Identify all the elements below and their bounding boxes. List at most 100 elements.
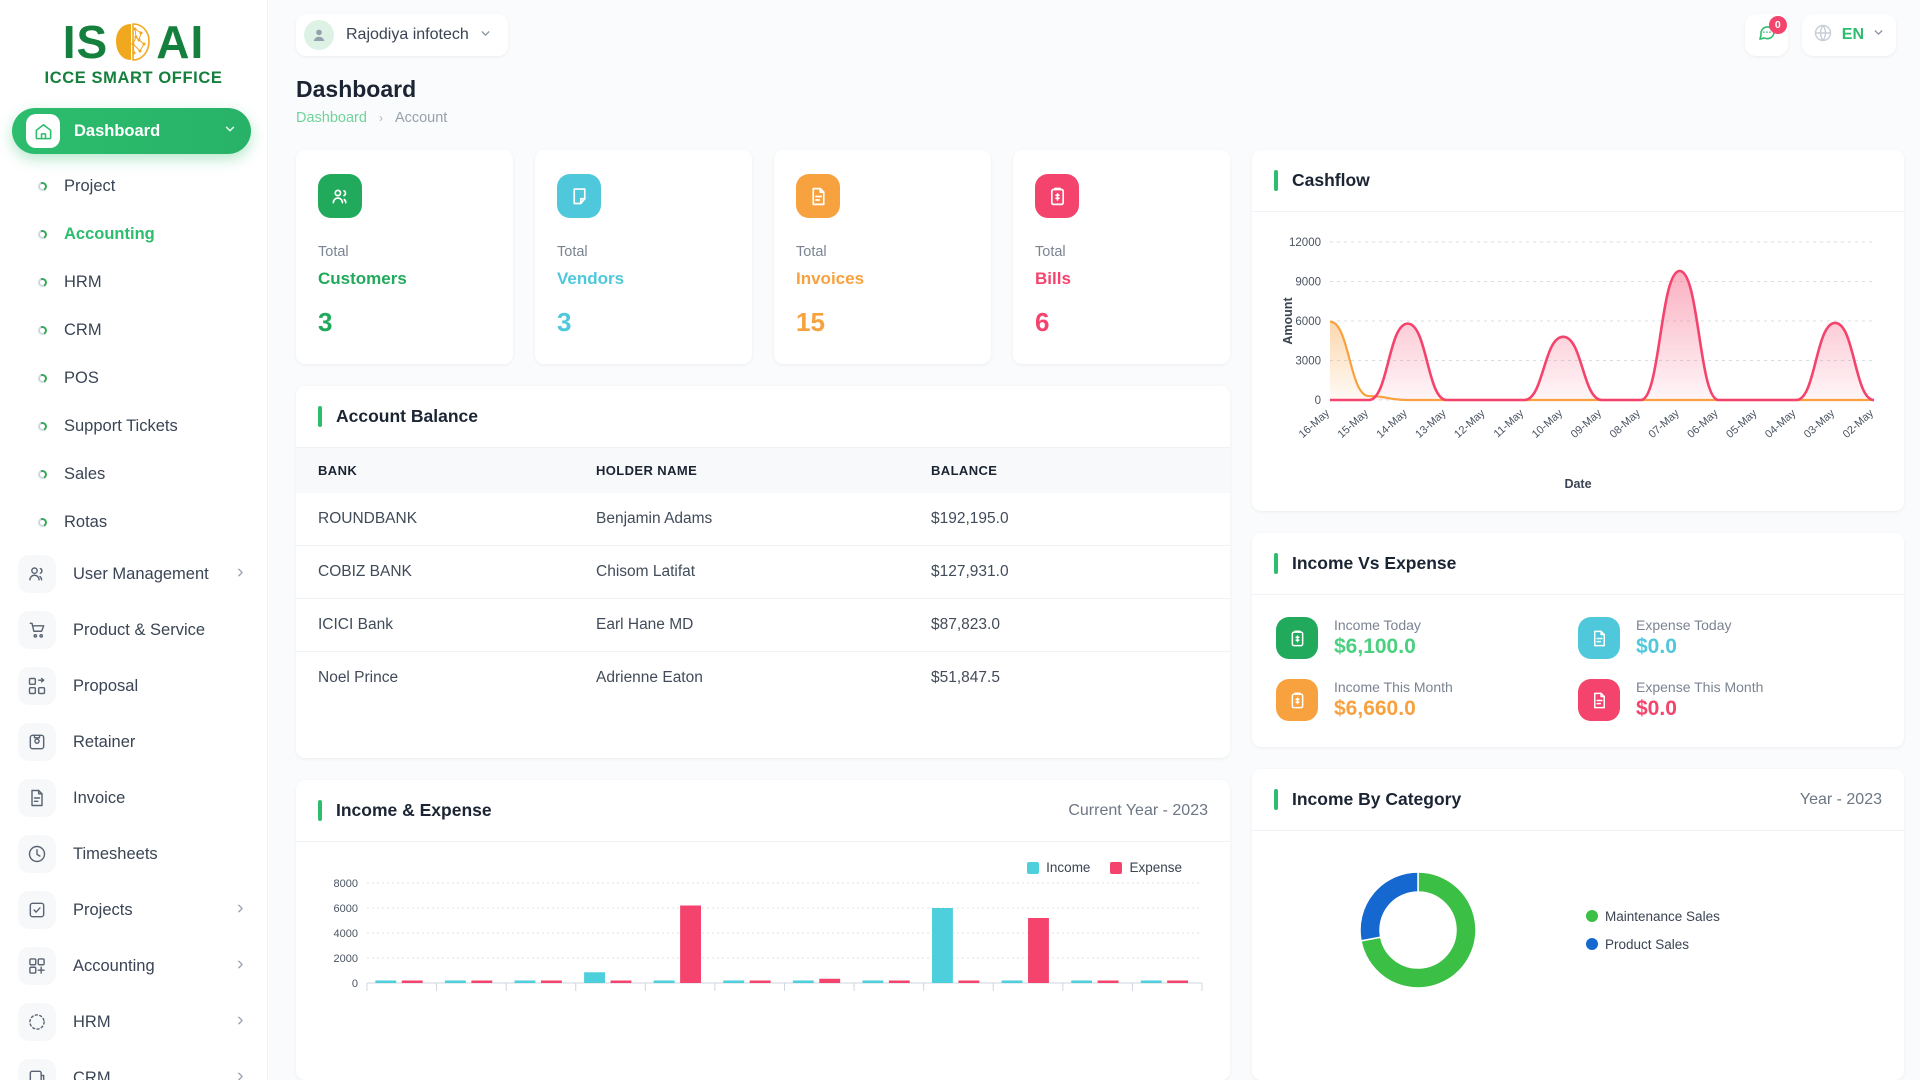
main-content: Rajodiya infotech 0 bbox=[268, 0, 1920, 1080]
metric-expense-today[interactable]: Expense Today $0.0 bbox=[1578, 617, 1880, 659]
sidebar-item-crm-label: CRM bbox=[73, 1068, 111, 1080]
stat-card-customers[interactable]: Total Customers 3 bbox=[296, 150, 513, 364]
chevron-right-icon[interactable] bbox=[234, 902, 247, 918]
svg-text:2000: 2000 bbox=[334, 953, 358, 965]
stat-value: 3 bbox=[318, 307, 333, 337]
sidebar-item-retainer[interactable]: Retainer bbox=[0, 714, 267, 770]
sidebar-item-accounting[interactable]: Accounting bbox=[0, 938, 267, 994]
sidebar-item-support-tickets[interactable]: Support Tickets bbox=[0, 402, 267, 450]
sidebar-item-accounting-sub[interactable]: Accounting bbox=[0, 210, 267, 258]
sidebar-item-hrm[interactable]: HRM bbox=[0, 994, 267, 1050]
sidebar-item-projects[interactable]: Projects bbox=[0, 882, 267, 938]
metric-text: Income This Month $6,660.0 bbox=[1334, 679, 1453, 721]
sidebar-item-rotas[interactable]: Rotas bbox=[0, 498, 267, 546]
svg-text:10-May: 10-May bbox=[1530, 407, 1566, 441]
cell-holder: Benjamin Adams bbox=[596, 493, 931, 546]
svg-text:05-May: 05-May bbox=[1724, 407, 1760, 441]
metric-value: $0.0 bbox=[1636, 635, 1677, 658]
chevron-right-icon[interactable] bbox=[234, 566, 247, 582]
sidebar-item-project[interactable]: Project bbox=[0, 162, 267, 210]
account-balance-table: BANK HOLDER NAME BALANCE ROUNDBANK Benja… bbox=[296, 448, 1230, 704]
income-expense-plot: 0 2000 4000 6000 8000 bbox=[334, 878, 1203, 991]
sidebar-item-product-service[interactable]: Product & Service bbox=[0, 602, 267, 658]
column-bank: BANK bbox=[296, 448, 596, 493]
language-selector[interactable]: EN bbox=[1801, 14, 1896, 56]
sidebar-item-retainer-label: Retainer bbox=[73, 732, 136, 751]
sidebar-item-pos[interactable]: POS bbox=[0, 354, 267, 402]
income-expense-chart: Income Expense 0 2000 4000 6000 8000 bbox=[296, 842, 1230, 1014]
sidebar-item-crm-sub-label: CRM bbox=[64, 320, 102, 339]
chevron-right-icon[interactable] bbox=[234, 1014, 247, 1030]
income-by-category-card: Income By Category Year - 2023 Maintenan… bbox=[1252, 769, 1904, 1080]
sidebar-item-invoice[interactable]: Invoice bbox=[0, 770, 267, 826]
sidebar-item-user-management[interactable]: User Management bbox=[0, 546, 267, 602]
column-balance: BALANCE bbox=[931, 448, 1230, 493]
legend-item-expense[interactable]: Expense bbox=[1110, 860, 1182, 875]
donut-plot bbox=[1359, 871, 1477, 989]
sidebar-item-dashboard[interactable]: Dashboard bbox=[12, 108, 251, 154]
svg-text:4000: 4000 bbox=[334, 928, 358, 940]
chevron-down-icon[interactable] bbox=[223, 122, 237, 141]
sidebar-main-list: User Management Product & Service bbox=[0, 546, 267, 1080]
table-row[interactable]: Noel Prince Adrienne Eaton $51,847.5 bbox=[296, 652, 1230, 705]
right-column: Cashflow 0 3000 6000 9000 12000 16-May 15-May 1… bbox=[1252, 150, 1904, 1080]
sidebar-item-accounting-sub-label: Accounting bbox=[64, 224, 155, 243]
sidebar-item-product-service-label: Product & Service bbox=[73, 620, 206, 639]
brand-logo[interactable]: IS bbox=[0, 0, 267, 98]
topbar-actions: 0 EN bbox=[1744, 14, 1896, 56]
metric-income-today[interactable]: Income Today $6,100.0 bbox=[1276, 617, 1578, 659]
metric-income-this-month[interactable]: Income This Month $6,660.0 bbox=[1276, 679, 1578, 721]
sidebar-item-sales[interactable]: Sales bbox=[0, 450, 267, 498]
table-row[interactable]: ICICI Bank Earl Hane MD $87,823.0 bbox=[296, 598, 1230, 652]
chevron-down-icon[interactable] bbox=[1872, 26, 1885, 44]
table-row[interactable]: COBIZ BANK Chisom Latifat $127,931.0 bbox=[296, 545, 1230, 599]
stat-value: 15 bbox=[796, 307, 825, 337]
chat-button[interactable]: 0 bbox=[1744, 14, 1788, 56]
sidebar-item-pos-label: POS bbox=[64, 368, 99, 387]
svg-text:6000: 6000 bbox=[334, 903, 358, 915]
note-icon bbox=[557, 174, 601, 218]
sidebar-item-projects-label: Projects bbox=[73, 900, 133, 919]
svg-text:3000: 3000 bbox=[1295, 356, 1321, 368]
stat-card-vendors[interactable]: Total Vendors 3 bbox=[535, 150, 752, 364]
stat-name: Invoices bbox=[796, 269, 865, 288]
income-expense-header: Income & Expense Current Year - 2023 bbox=[296, 780, 1230, 842]
table-row[interactable]: ROUNDBANK Benjamin Adams $192,195.0 bbox=[296, 493, 1230, 546]
breadcrumb: Dashboard › Account bbox=[296, 110, 1892, 126]
sidebar-item-proposal[interactable]: Proposal bbox=[0, 658, 267, 714]
chevron-right-icon[interactable] bbox=[234, 958, 247, 974]
svg-text:12-May: 12-May bbox=[1452, 407, 1488, 441]
table-footer-space bbox=[296, 704, 1230, 758]
legend-label: Expense bbox=[1129, 860, 1182, 875]
legend-item-income[interactable]: Income bbox=[1027, 860, 1090, 875]
stat-card-invoices[interactable]: Total Invoices 15 bbox=[774, 150, 991, 364]
stat-label: Total bbox=[318, 244, 349, 260]
bullet-icon bbox=[36, 516, 49, 528]
grid-plus-icon bbox=[18, 947, 56, 985]
account-balance-header: Account Balance bbox=[296, 386, 1230, 448]
svg-text:13-May: 13-May bbox=[1413, 407, 1449, 441]
chevron-down-icon[interactable] bbox=[479, 27, 492, 43]
sidebar-item-timesheets[interactable]: Timesheets bbox=[0, 826, 267, 882]
sidebar-item-crm[interactable]: CRM bbox=[0, 1050, 267, 1080]
stat-card-bills[interactable]: Total Bills 6 bbox=[1013, 150, 1230, 364]
legend-item-product-sales[interactable]: Product Sales bbox=[1586, 937, 1720, 952]
legend-item-maintenance-sales[interactable]: Maintenance Sales bbox=[1586, 909, 1720, 924]
legend-swatch bbox=[1027, 861, 1040, 874]
logo-row: IS bbox=[63, 18, 204, 66]
sidebar-item-hrm-sub[interactable]: HRM bbox=[0, 258, 267, 306]
sidebar-item-crm-sub[interactable]: CRM bbox=[0, 306, 267, 354]
cashflow-plot: 0 3000 6000 9000 12000 16-May 15-May 14-May 13-M… bbox=[1281, 237, 1876, 441]
bullet-icon bbox=[36, 276, 49, 288]
income-vs-expense-header: Income Vs Expense bbox=[1252, 533, 1904, 595]
metric-value: $6,100.0 bbox=[1334, 635, 1416, 658]
legend-swatch bbox=[1110, 861, 1123, 874]
metric-expense-this-month[interactable]: Expense This Month $0.0 bbox=[1578, 679, 1880, 721]
org-switcher[interactable]: Rajodiya infotech bbox=[296, 14, 508, 56]
breadcrumb-root[interactable]: Dashboard bbox=[296, 110, 367, 126]
legend-swatch bbox=[1586, 938, 1598, 950]
legend-label: Income bbox=[1046, 860, 1091, 875]
document-icon bbox=[18, 779, 56, 817]
people-icon bbox=[318, 174, 362, 218]
chevron-right-icon[interactable] bbox=[234, 1070, 247, 1080]
